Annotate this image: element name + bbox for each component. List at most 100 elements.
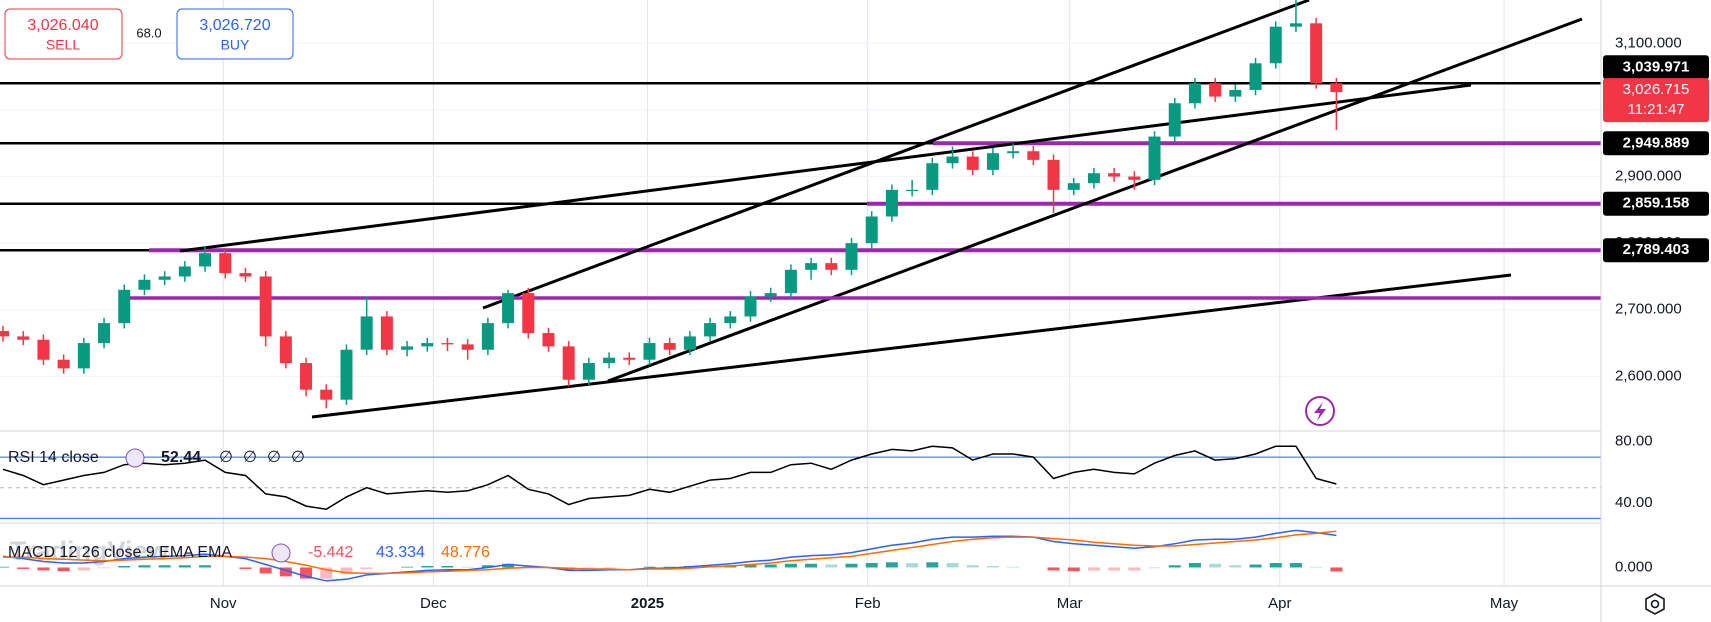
macd-histogram-bar: [1148, 567, 1161, 569]
candle-body: [1289, 23, 1302, 27]
macd-histogram-bar: [784, 563, 797, 568]
price-tag-countdown: 11:21:47: [1627, 101, 1684, 118]
macd-histogram-bar: [582, 567, 595, 569]
level-tag: [1603, 131, 1709, 156]
macd-histogram-bar: [845, 563, 858, 568]
sell-price[interactable]: 3,026.040: [27, 17, 98, 34]
macd-histogram-bar: [300, 567, 313, 579]
candle-body: [77, 343, 90, 369]
candle-body: [57, 359, 70, 369]
macd-histogram-bar: [1128, 567, 1141, 571]
candle-body: [98, 323, 111, 344]
signal-value: 48.776: [441, 544, 490, 561]
x-tick-label: May: [1490, 595, 1519, 612]
sell-box[interactable]: [4, 8, 123, 60]
macd-histogram-bar: [603, 567, 616, 569]
macd-histogram-bar: [158, 565, 171, 568]
macd-histogram-bar: [1108, 567, 1121, 571]
candle-body: [522, 293, 535, 334]
level-tag-label: 2,949.889: [1623, 134, 1690, 151]
candle-body: [1269, 26, 1282, 64]
candle-body: [441, 343, 454, 345]
macd-value: 43.334: [376, 544, 425, 561]
candle-body: [805, 263, 818, 270]
candle-body: [178, 266, 191, 277]
macd-histogram-bar: [17, 567, 30, 569]
sell-label[interactable]: SELL: [46, 37, 80, 53]
candle-body: [845, 243, 858, 270]
candle-body: [906, 189, 919, 192]
macd-histogram-bar: [259, 567, 272, 574]
rsi-tick-label: 40.00: [1615, 494, 1653, 511]
x-tick-label: Dec: [420, 595, 447, 612]
candle-body: [1229, 89, 1242, 97]
candle-body: [1249, 63, 1262, 90]
macd-histogram-bar: [1188, 563, 1201, 568]
candle-body: [360, 316, 373, 350]
rsi-tick-label: 80.00: [1615, 433, 1653, 450]
macd-histogram-bar: [118, 565, 131, 568]
alert-icon[interactable]: [1305, 396, 1335, 426]
x-tick-label: 2025: [631, 595, 664, 612]
candle-body: [744, 296, 757, 317]
candle-body: [1067, 183, 1080, 190]
level-tag: [1603, 191, 1709, 216]
macd-histogram-bar: [1007, 566, 1020, 568]
macd-histogram-bar: [178, 565, 191, 568]
candle-body: [320, 389, 333, 400]
candle-body: [1330, 83, 1343, 93]
candle-body: [1007, 151, 1020, 154]
macd-histogram-bar: [77, 567, 90, 571]
candle-body: [926, 163, 939, 190]
candle-body: [380, 316, 393, 350]
macd-histogram-bar: [744, 564, 757, 568]
trend-line: [482, 0, 1310, 310]
macd-histogram-bar: [1310, 566, 1323, 568]
buy-price[interactable]: 3,026.720: [199, 17, 270, 34]
macd-histogram-bar: [1249, 564, 1262, 568]
macd-histogram-bar: [1209, 563, 1222, 568]
macd-histogram-bar: [1168, 565, 1181, 568]
candle-body: [259, 276, 272, 337]
y-tick-label: 3,100.000: [1615, 34, 1682, 51]
macd-histogram-bar: [1067, 567, 1080, 572]
settings-dot[interactable]: [1650, 599, 1660, 609]
macd-histogram-bar: [481, 565, 494, 568]
macd-histogram-bar: [57, 567, 70, 572]
macd-hist-value: -5.442: [308, 544, 353, 561]
alert-bolt[interactable]: [1314, 402, 1326, 421]
candle-body: [825, 263, 838, 270]
settings-icon[interactable]: [1645, 593, 1665, 615]
macd-histogram-bar: [764, 564, 777, 568]
macd-histogram-bar: [98, 567, 111, 569]
trend-line: [607, 17, 1583, 383]
sell-button[interactable]: 3,026.040 SELL: [4, 8, 123, 60]
macd-histogram-bar: [239, 567, 252, 569]
candle-body: [118, 289, 131, 324]
trend-line: [179, 83, 1472, 253]
candle-body: [1168, 103, 1181, 137]
candle-body: [1188, 83, 1201, 104]
rsi-placeholder: ∅: [267, 449, 281, 466]
x-tick-label: Apr: [1268, 595, 1291, 612]
macd-histogram-bar: [885, 562, 898, 568]
macd-histogram-bar: [1229, 565, 1242, 568]
macd-histogram-bar: [986, 565, 999, 568]
candle-body: [724, 316, 737, 324]
macd-histogram-bar: [663, 566, 676, 568]
candle-body: [704, 323, 717, 337]
buy-label[interactable]: BUY: [221, 37, 250, 53]
x-tick-label: Nov: [210, 595, 237, 612]
candle-body: [481, 323, 494, 350]
buy-box[interactable]: [176, 8, 294, 60]
settings-hex[interactable]: [1645, 593, 1665, 615]
level-tag-label: 2,789.403: [1623, 241, 1690, 258]
candle-body: [663, 343, 676, 350]
buy-button[interactable]: 3,026.720 BUY: [176, 8, 294, 60]
axis-layer: Nov Dec 2025 Feb Mar Apr May 2,600.000 2,700.000…: [210, 34, 1709, 612]
candle-layer: [0, 0, 1343, 409]
candle-body: [340, 349, 353, 400]
